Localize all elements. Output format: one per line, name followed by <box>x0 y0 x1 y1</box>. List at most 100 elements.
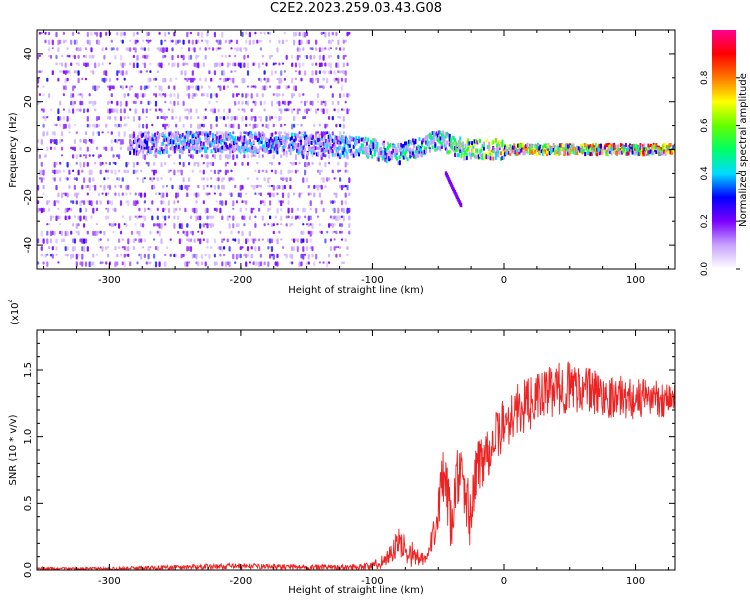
spectrogram-cell <box>250 148 253 153</box>
spectrogram-cell <box>564 143 567 148</box>
spectrogram-cell <box>340 223 344 228</box>
spectrogram-cell <box>326 24 328 28</box>
spectrogram-cell <box>158 133 160 138</box>
spectrogram-cell <box>73 177 76 181</box>
spectrogram-cell <box>197 54 200 58</box>
spectrogram-cell <box>127 116 130 119</box>
spectrogram-cell <box>101 62 104 66</box>
spectrogram-cell <box>376 142 379 146</box>
spectrogram-cell <box>179 149 182 153</box>
spectrogram-cell <box>112 47 115 51</box>
spectrogram-cell <box>342 139 345 144</box>
spectrogram-cell <box>129 62 132 66</box>
spectrogram-cell <box>456 147 459 152</box>
spectrogram-cell <box>125 200 128 204</box>
spectrogram-cell <box>283 139 285 144</box>
spectrogram-cell <box>331 223 334 228</box>
spectrogram-cell <box>210 169 213 172</box>
spectrogram-cell <box>539 150 542 155</box>
spectrogram-cell <box>37 54 40 60</box>
spectrogram-cell <box>271 138 274 143</box>
spectrogram-cell <box>250 154 253 158</box>
spectrogram-cell <box>248 146 251 151</box>
spectrogram-cell <box>402 143 405 148</box>
spectrogram-cell <box>333 246 336 251</box>
spectrogram-cell <box>348 24 350 29</box>
spectrogram-cell <box>339 116 342 119</box>
spectrogram-cell <box>272 230 275 235</box>
spectrogram-cell <box>546 146 549 151</box>
spectrogram-cell <box>250 116 253 121</box>
spectrogram-cell <box>384 157 387 162</box>
spectrogram-cell <box>219 39 222 45</box>
spectrogram-cell <box>112 154 115 158</box>
spectrogram-cell <box>243 108 246 113</box>
spectrogram-cell <box>130 146 133 151</box>
spectrogram-cell <box>333 200 336 204</box>
spectrogram-cell <box>51 169 54 174</box>
spectrogram-cell <box>46 223 49 226</box>
spectrogram-cell <box>550 150 552 155</box>
spectrogram-cell <box>655 150 658 154</box>
spectrogram-cell <box>258 148 260 153</box>
spectrogram-cell <box>79 100 82 106</box>
spectrogram-cell <box>40 139 43 145</box>
spectrogram-cell <box>287 100 290 106</box>
spectrogram-cell <box>215 123 218 127</box>
spectrogram-cell <box>617 144 620 149</box>
spectrogram-cell <box>573 147 576 152</box>
spectrogram-cell <box>324 161 327 168</box>
spectrogram-cell <box>153 223 156 227</box>
spectrogram-cell <box>328 62 331 67</box>
spectrogram-cell <box>335 77 338 81</box>
spectrogram-cell <box>49 253 53 257</box>
spectrogram-cell <box>215 100 218 103</box>
spectrogram-cell <box>602 146 605 151</box>
spectrogram-cell <box>329 200 332 204</box>
spectrogram-cell <box>294 77 297 80</box>
spectrogram-cell <box>318 85 321 89</box>
spectrogram-cell <box>311 161 314 165</box>
spectrogram-cell <box>191 253 194 259</box>
spectrogram-cell <box>177 24 179 29</box>
spectrogram-cell <box>121 139 124 145</box>
figure-title: C2E2.2023.259.03.43.G08 <box>269 1 443 16</box>
spectrogram-cell <box>252 184 255 191</box>
spectrogram-cell <box>521 147 524 152</box>
spectrogram-cell <box>275 24 277 29</box>
spectrogram-cell <box>197 123 200 130</box>
spectrogram-cell <box>372 138 375 143</box>
spectrogram-cell <box>184 184 187 190</box>
spectrogram-cell <box>471 141 474 146</box>
spectrogram-cell <box>513 143 516 148</box>
spectrogram-cell <box>290 132 293 137</box>
spectrogram-cell <box>320 184 323 190</box>
spectrogram-cell <box>229 143 232 148</box>
spectrogram-cell <box>196 149 199 154</box>
colorbar-tick-label: 0.0 <box>700 262 710 277</box>
spectrogram-cell <box>195 108 198 114</box>
spectrogram-cell <box>332 24 334 28</box>
spectrogram-cell <box>272 93 275 96</box>
spectrogram-cell <box>119 184 123 189</box>
spectrogram-cell <box>348 223 351 228</box>
spectrogram-cell <box>177 62 180 68</box>
spectrogram-cell <box>652 151 655 156</box>
spectrogram-cell <box>210 177 213 180</box>
spectrogram-cell <box>339 153 342 158</box>
spectrogram-cell <box>252 154 255 157</box>
spectrogram-cell <box>205 131 208 136</box>
spectrogram-cell <box>123 261 126 268</box>
spectrogram-cell <box>305 134 308 139</box>
spectrogram-cell <box>55 161 58 166</box>
spectrogram-cell <box>668 145 671 150</box>
spectrogram-cell <box>125 169 128 174</box>
spectrogram-cell <box>140 238 143 243</box>
spectrogram-cell <box>646 148 649 153</box>
spectrogram-cell <box>344 200 347 205</box>
spectrogram-cell <box>251 135 254 140</box>
spectrogram-cell <box>265 138 268 142</box>
spectrogram-cell <box>454 153 456 157</box>
spectrogram-cell <box>163 134 166 139</box>
spectrogram-cell <box>333 223 336 226</box>
